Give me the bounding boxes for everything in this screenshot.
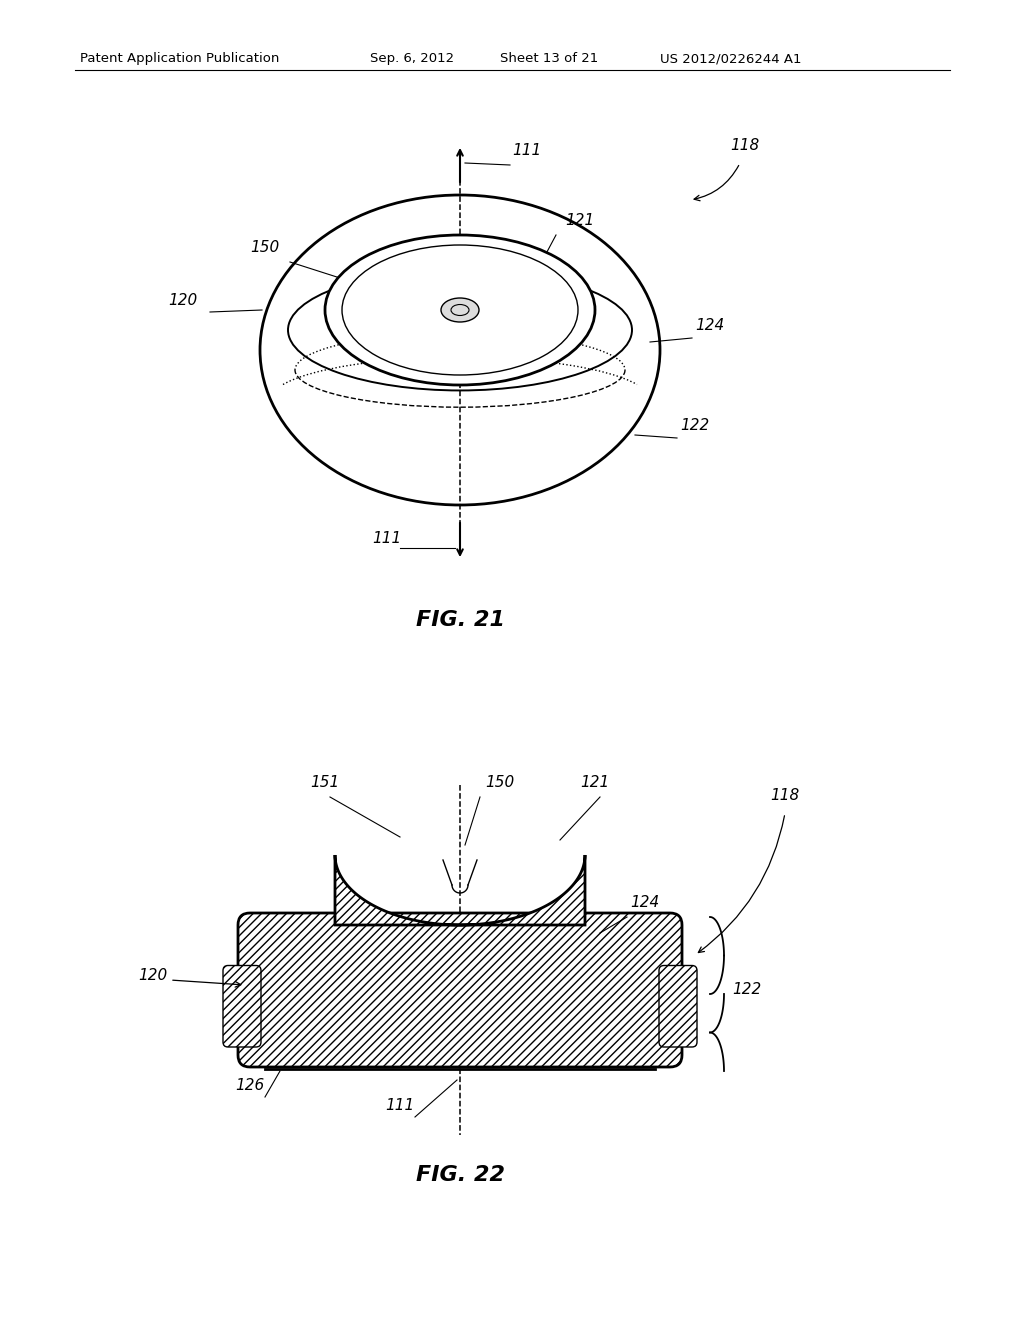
Text: 124: 124 — [630, 895, 659, 909]
Text: 118: 118 — [730, 139, 759, 153]
Text: 111: 111 — [385, 1098, 415, 1113]
Text: 120: 120 — [168, 293, 198, 308]
Text: 122: 122 — [732, 982, 761, 997]
Text: FIG. 21: FIG. 21 — [416, 610, 505, 630]
Text: FIG. 22: FIG. 22 — [416, 1166, 505, 1185]
Polygon shape — [335, 855, 585, 925]
FancyBboxPatch shape — [659, 965, 697, 1047]
Text: 111: 111 — [372, 531, 401, 546]
Text: 111: 111 — [512, 143, 542, 158]
FancyBboxPatch shape — [223, 965, 261, 1047]
Ellipse shape — [441, 298, 479, 322]
Text: 126: 126 — [234, 1078, 264, 1093]
Text: 150: 150 — [250, 240, 280, 255]
Text: Sheet 13 of 21: Sheet 13 of 21 — [500, 51, 598, 65]
Text: 151: 151 — [310, 775, 339, 789]
Text: 122: 122 — [680, 418, 710, 433]
Text: 120: 120 — [138, 968, 167, 983]
FancyBboxPatch shape — [238, 913, 682, 1067]
Text: 150: 150 — [485, 775, 514, 789]
Text: 121: 121 — [580, 775, 609, 789]
Text: US 2012/0226244 A1: US 2012/0226244 A1 — [660, 51, 802, 65]
Ellipse shape — [325, 235, 595, 385]
Text: 124: 124 — [695, 318, 724, 333]
Text: 118: 118 — [770, 788, 800, 803]
Text: 121: 121 — [565, 213, 594, 228]
Text: Sep. 6, 2012: Sep. 6, 2012 — [370, 51, 454, 65]
Text: Patent Application Publication: Patent Application Publication — [80, 51, 280, 65]
